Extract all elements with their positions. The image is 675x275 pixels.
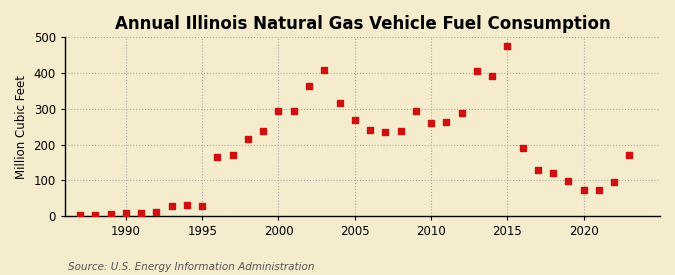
Point <box>166 204 177 208</box>
Point <box>120 211 131 216</box>
Point <box>350 117 360 122</box>
Point <box>258 129 269 133</box>
Point <box>227 153 238 157</box>
Point <box>563 179 574 183</box>
Point <box>319 68 329 72</box>
Point <box>182 203 192 207</box>
Point <box>273 108 284 113</box>
Point <box>593 188 604 192</box>
Point <box>609 180 620 184</box>
Text: Source: U.S. Energy Information Administration: Source: U.S. Energy Information Administ… <box>68 262 314 272</box>
Point <box>90 213 101 217</box>
Point <box>395 129 406 133</box>
Point <box>334 101 345 106</box>
Point <box>288 108 299 113</box>
Point <box>533 167 543 172</box>
Point <box>410 108 421 113</box>
Point <box>136 211 146 215</box>
Point <box>105 212 116 216</box>
Point <box>502 44 513 48</box>
Point <box>624 153 635 157</box>
Point <box>578 188 589 192</box>
Point <box>364 128 375 133</box>
Point <box>456 111 467 115</box>
Point <box>517 146 528 150</box>
Point <box>242 137 253 141</box>
Point <box>151 210 162 214</box>
Y-axis label: Million Cubic Feet: Million Cubic Feet <box>15 75 28 179</box>
Point <box>426 121 437 125</box>
Title: Annual Illinois Natural Gas Vehicle Fuel Consumption: Annual Illinois Natural Gas Vehicle Fuel… <box>115 15 610 33</box>
Point <box>380 130 391 134</box>
Point <box>197 204 208 208</box>
Point <box>75 213 86 218</box>
Point <box>487 73 497 78</box>
Point <box>548 171 559 175</box>
Point <box>304 84 315 89</box>
Point <box>212 155 223 159</box>
Point <box>441 120 452 125</box>
Point <box>471 69 482 73</box>
